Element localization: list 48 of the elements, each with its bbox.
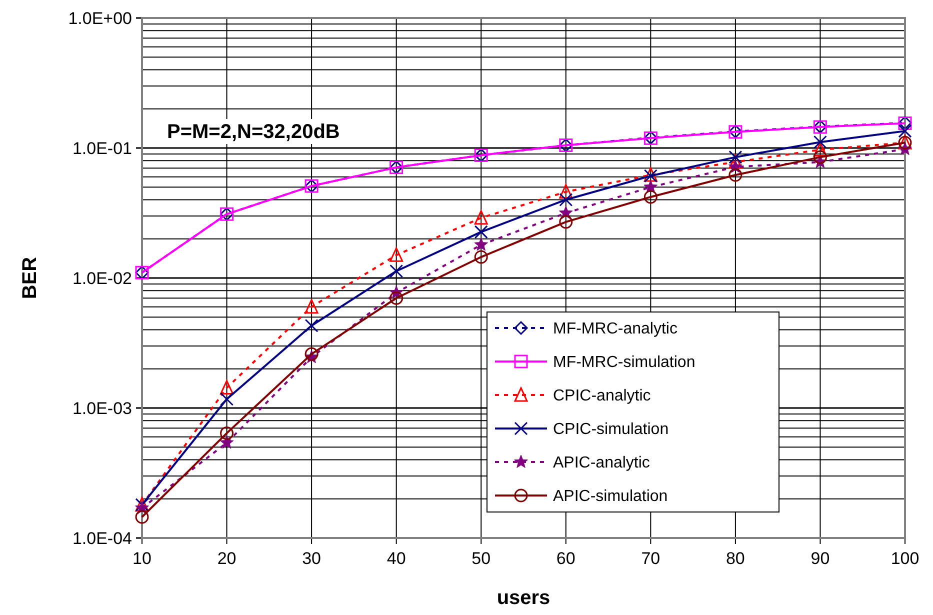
point (813, 135, 827, 149)
point (220, 392, 234, 406)
y-tick-label: 1.0E-02 (72, 268, 132, 288)
point (220, 426, 234, 440)
legend-label: APIC-simulation (553, 488, 668, 506)
x-tick-label: 10 (132, 549, 152, 568)
point (135, 510, 149, 524)
x-tick-label: 70 (641, 549, 660, 568)
point (813, 150, 827, 164)
y-tick-label: 1.0E-01 (72, 138, 132, 158)
legend-label: CPIC-analytic (553, 388, 651, 405)
annotation: P=M=2,N=32,20dB (167, 121, 340, 143)
legend-label: MF-MRC-simulation (553, 354, 696, 372)
y-axis-title: BER (19, 256, 41, 300)
x-tick-label: 40 (386, 549, 406, 568)
point (220, 380, 234, 395)
x-tick-label: 100 (890, 549, 920, 568)
point (304, 347, 318, 361)
point (304, 299, 318, 314)
point (220, 436, 234, 449)
point (390, 264, 404, 278)
point (390, 291, 404, 305)
x-tick-label: 30 (302, 549, 322, 568)
x-tick-label: 20 (217, 549, 236, 568)
y-tick-label: 1.0E-04 (72, 528, 132, 548)
legend-label: MF-MRC-analytic (553, 320, 678, 338)
point (728, 168, 742, 182)
point (474, 250, 488, 264)
x-tick-label: 50 (472, 549, 491, 568)
y-tick-label: 1.0E+00 (68, 8, 132, 28)
point (559, 215, 573, 229)
point (390, 247, 404, 262)
x-axis-title: users (496, 587, 550, 609)
legend-label: APIC-analytic (553, 454, 650, 472)
point (474, 225, 488, 239)
point (559, 192, 573, 206)
point (474, 238, 488, 251)
x-tick-label: 80 (726, 549, 745, 568)
point (304, 318, 318, 332)
point (559, 184, 573, 199)
point (474, 210, 488, 225)
point (728, 150, 742, 164)
y-tick-label: 1.0E-03 (72, 398, 132, 418)
legend-label: CPIC-simulation (553, 421, 669, 438)
point (813, 142, 827, 156)
point (644, 190, 658, 204)
x-tick-label: 90 (810, 549, 830, 568)
x-tick-label: 60 (556, 549, 576, 568)
